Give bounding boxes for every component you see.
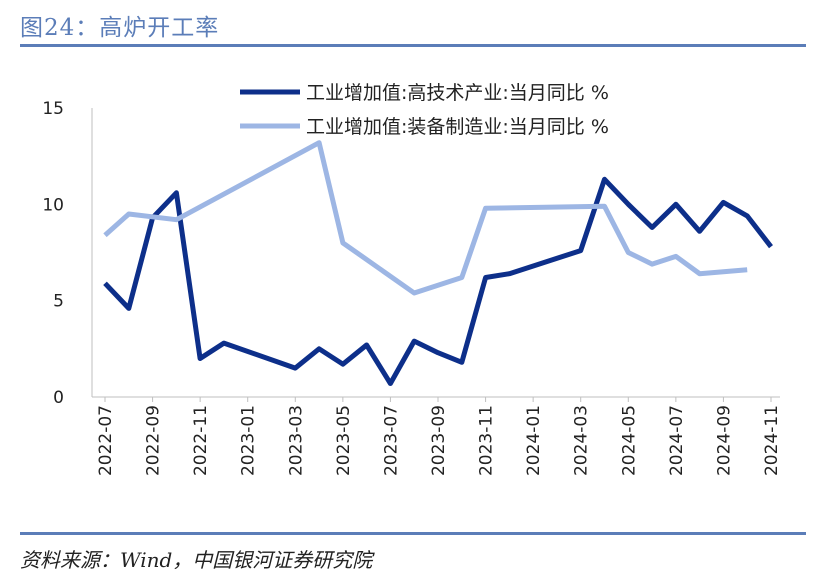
legend-label-2: 工业增加值:装备制造业:当月同比 % xyxy=(306,116,609,138)
x-tick-label: 2024-03 xyxy=(572,405,592,476)
x-tick-label: 2024-07 xyxy=(667,405,687,476)
top-divider xyxy=(20,44,806,47)
x-tick-label: 2023-09 xyxy=(429,405,449,476)
x-tick-label: 2022-09 xyxy=(144,405,164,476)
x-tick-label: 2022-11 xyxy=(191,405,211,476)
series-line-2 xyxy=(103,140,748,296)
y-tick-label: 15 xyxy=(42,99,64,119)
figure-title: 图24：高炉开工率 xyxy=(20,15,220,41)
bottom-divider xyxy=(20,532,806,535)
chart-lines xyxy=(103,140,773,386)
x-tick-label: 2024-05 xyxy=(619,405,639,476)
x-tick-label: 2023-05 xyxy=(334,405,354,476)
x-tick-label: 2023-07 xyxy=(381,405,401,476)
legend-label-1: 工业增加值:高技术产业:当月同比 % xyxy=(306,82,609,104)
x-tick-label: 2024-01 xyxy=(524,405,544,476)
y-tick-label: 10 xyxy=(42,195,64,215)
series-line-1 xyxy=(103,176,773,386)
x-tick-label: 2023-01 xyxy=(239,405,259,476)
x-tick-label: 2024-11 xyxy=(762,405,782,476)
line-chart: 0 5 10 15 2022-07 2022-09 2022-11 2023-01 2023-0… xyxy=(42,82,782,476)
y-tick-label: 0 xyxy=(53,388,64,408)
chart-legend: 工业增加值:高技术产业:当月同比 % 工业增加值:装备制造业:当月同比 % xyxy=(240,82,609,138)
x-tick-label: 2022-07 xyxy=(96,405,116,476)
x-tick-label: 2023-11 xyxy=(477,405,497,476)
x-tick-label: 2023-03 xyxy=(286,405,306,476)
source-note: 资料来源：Wind，中国银河证券研究院 xyxy=(20,548,373,572)
y-tick-label: 5 xyxy=(53,292,64,312)
x-tick-label: 2024-09 xyxy=(714,405,734,476)
chart-axes: 0 5 10 15 2022-07 2022-09 2022-11 2023-01 2023-0… xyxy=(42,99,782,476)
